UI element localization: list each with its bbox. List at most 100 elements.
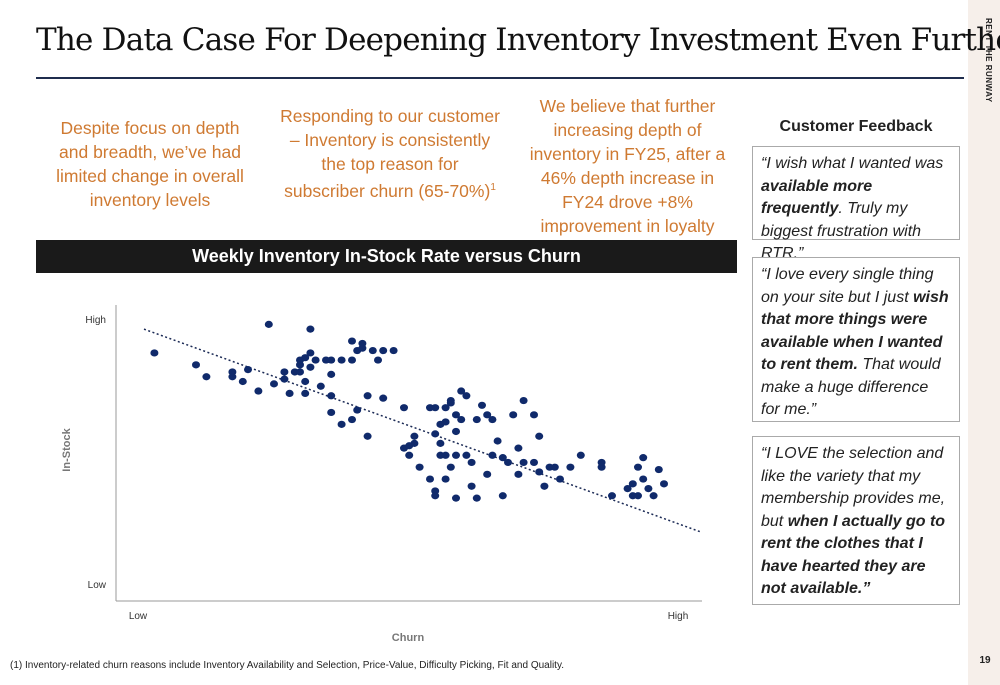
data-point: [270, 380, 278, 388]
data-point: [488, 451, 497, 459]
data-point: [576, 451, 585, 459]
data-point: [441, 404, 450, 412]
data-point: [457, 387, 466, 395]
scatter-chart-svg: High Low Low High Churn In-Stock: [61, 305, 702, 644]
q3-run-0: “I LOVE the selection and like the varie…: [761, 445, 946, 530]
point-depth-investment: We believe that further increasing depth…: [529, 96, 726, 236]
point-inventory-levels: Despite focus on depth and breadth, we’v…: [56, 118, 244, 210]
q2-run-0: “I love every single thing on your site …: [761, 266, 934, 306]
data-point: [452, 411, 460, 419]
data-point: [363, 432, 372, 440]
chart-banner-title: Weekly Inventory In-Stock Rate versus Ch…: [192, 246, 581, 266]
data-point: [389, 346, 398, 355]
data-point: [644, 485, 653, 493]
feedback-quote-1: “I wish what I wanted was available more…: [752, 146, 960, 262]
data-point: [504, 458, 512, 467]
data-point: [327, 370, 336, 378]
side-brand-strip: [968, 0, 1000, 685]
data-point: [280, 375, 289, 383]
brand-label: RENT THE RUNWAY: [984, 18, 993, 103]
data-point: [509, 411, 518, 419]
data-point: [296, 356, 304, 364]
data-point: [483, 411, 492, 419]
data-point: [514, 470, 523, 478]
data-points: [150, 320, 668, 502]
data-point: [431, 492, 440, 500]
data-point: [660, 480, 668, 488]
point-churn-reason-text: Responding to our customer – Inventory i…: [280, 106, 500, 201]
data-point: [327, 356, 336, 364]
data-point: [306, 325, 315, 333]
data-point: [311, 356, 320, 364]
data-point: [530, 458, 538, 467]
data-point: [628, 492, 637, 500]
data-point: [493, 437, 502, 445]
data-point: [415, 463, 424, 471]
data-point: [623, 485, 632, 493]
data-point: [535, 432, 544, 440]
data-point: [306, 349, 315, 357]
data-point: [649, 492, 658, 500]
data-point: [540, 482, 549, 490]
data-point: [379, 394, 388, 402]
x-tick-high: High: [668, 611, 689, 622]
title-divider: [36, 77, 964, 79]
q3-run-1: when I actually go to rent the clothes t…: [761, 512, 946, 598]
data-point: [654, 465, 663, 474]
data-point: [597, 458, 606, 467]
data-point: [405, 451, 414, 459]
data-point: [301, 377, 310, 386]
footnote: (1) Inventory-related churn reasons incl…: [10, 660, 564, 671]
data-point: [202, 373, 211, 381]
data-point: [348, 337, 356, 345]
data-point: [639, 475, 648, 483]
data-point: [192, 361, 200, 369]
data-point: [436, 439, 445, 447]
data-point: [472, 494, 481, 502]
feedback-heading: Customer Feedback: [779, 118, 933, 135]
data-point: [462, 392, 471, 400]
data-point: [301, 389, 310, 397]
data-point: [316, 382, 325, 390]
data-point: [498, 492, 507, 500]
data-point: [306, 363, 315, 371]
data-point: [535, 468, 544, 476]
data-point: [452, 494, 460, 502]
data-point: [348, 415, 356, 424]
chart-banner: Weekly Inventory In-Stock Rate versus Ch…: [36, 240, 737, 273]
y-tick-low: Low: [88, 580, 107, 591]
slide-title: The Data Case For Deepening Inventory In…: [36, 22, 1000, 58]
data-point: [639, 454, 648, 462]
data-point: [150, 349, 159, 357]
data-point: [452, 427, 460, 436]
data-point: [348, 356, 356, 364]
feedback-quote-3: “I LOVE the selection and like the varie…: [752, 436, 960, 605]
data-point: [472, 415, 481, 424]
data-point: [368, 346, 377, 355]
footnote-ref: 1: [490, 182, 496, 193]
data-point: [337, 420, 346, 428]
data-point: [550, 463, 559, 471]
data-point: [519, 396, 528, 405]
data-point: [410, 439, 419, 447]
data-point: [285, 389, 294, 397]
data-point: [634, 463, 642, 471]
data-point: [483, 470, 492, 478]
data-point: [498, 454, 507, 462]
data-point: [608, 492, 616, 500]
data-point: [519, 458, 528, 467]
data-point: [280, 368, 289, 376]
q1-run-1: available more frequently: [761, 177, 873, 218]
data-point: [244, 366, 252, 374]
data-point: [467, 458, 476, 467]
data-point: [254, 387, 263, 395]
data-point: [467, 482, 476, 490]
data-point: [457, 415, 466, 424]
data-point: [327, 408, 336, 417]
data-point: [353, 406, 362, 414]
data-point: [431, 430, 440, 438]
data-point: [358, 339, 367, 348]
data-point: [327, 392, 336, 400]
data-point: [441, 418, 450, 426]
y-tick-high: High: [85, 315, 106, 326]
